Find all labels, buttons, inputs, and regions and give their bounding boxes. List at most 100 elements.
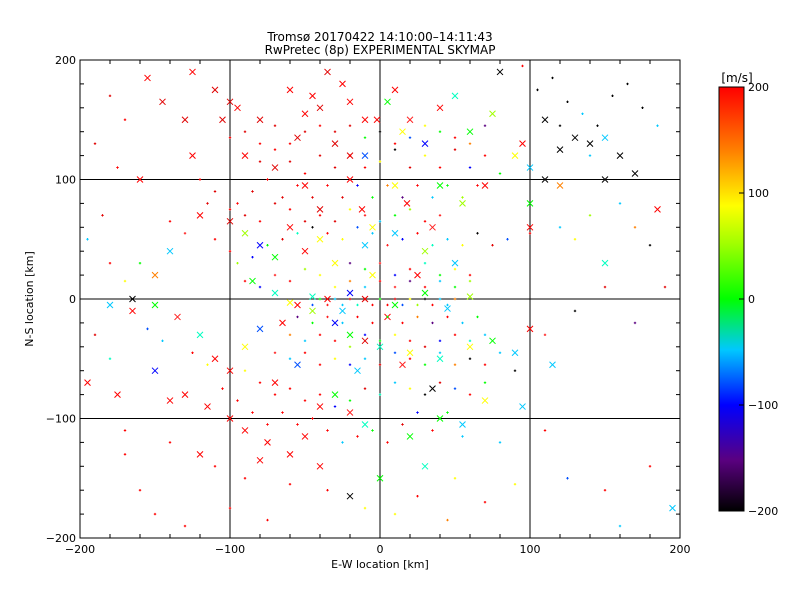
data-point-plus: [311, 196, 314, 199]
data-point-plus: [363, 387, 367, 390]
data-point-plus: [603, 285, 607, 289]
data-point-cross: [601, 176, 609, 183]
data-point-cross: [316, 403, 324, 410]
data-point-plus: [311, 417, 314, 420]
chart-title: Tromsø 20170422 14:10:00–14:11:43: [266, 30, 492, 44]
data-point-plus: [633, 321, 637, 325]
x-tick-label: −100: [215, 543, 245, 556]
data-point-plus: [303, 172, 307, 175]
data-point-plus: [401, 423, 404, 426]
data-point-plus: [438, 130, 442, 133]
data-point-plus: [468, 273, 472, 277]
data-point-plus: [641, 106, 644, 109]
data-point-plus: [656, 124, 659, 127]
data-point-plus: [303, 339, 307, 343]
data-point-cross: [256, 116, 264, 124]
data-point-plus: [663, 285, 667, 289]
data-point-cross: [586, 140, 594, 148]
data-point-plus: [453, 297, 457, 301]
data-point-plus: [416, 232, 419, 235]
data-point-plus: [341, 321, 344, 325]
data-point-plus: [528, 232, 532, 235]
data-point-plus: [363, 285, 367, 289]
data-point-plus: [438, 166, 442, 169]
data-point-plus: [618, 202, 622, 205]
data-point-cross: [286, 450, 294, 458]
data-point-plus: [296, 315, 299, 319]
data-point-plus: [438, 279, 442, 283]
data-point-plus: [423, 154, 427, 157]
data-point-cross: [346, 98, 354, 106]
data-point-cross: [391, 86, 399, 94]
data-point-cross: [241, 427, 249, 434]
data-point-cross: [421, 289, 429, 297]
data-point-plus: [491, 244, 494, 247]
data-point-cross: [526, 200, 534, 207]
data-point-plus: [273, 393, 277, 396]
data-point-plus: [93, 333, 97, 337]
data-point-cross: [459, 421, 466, 428]
data-point-cross: [436, 182, 444, 189]
data-point-cross: [376, 343, 384, 351]
data-point-plus: [416, 494, 419, 498]
data-point-plus: [183, 232, 187, 235]
data-point-cross: [526, 325, 534, 333]
data-point-plus: [573, 238, 577, 241]
data-point-plus: [483, 124, 487, 127]
data-point-plus: [588, 154, 592, 157]
data-point-cross: [496, 68, 504, 76]
x-tick-label: 200: [670, 543, 691, 556]
data-point-plus: [371, 303, 374, 307]
data-point-plus: [476, 184, 479, 187]
data-point-cross: [286, 223, 294, 231]
data-point-cross: [481, 182, 489, 189]
data-point-plus: [183, 524, 187, 528]
data-point-cross: [361, 241, 369, 249]
data-point-cross: [331, 391, 339, 398]
data-point-plus: [318, 363, 322, 366]
data-point-cross: [373, 116, 381, 124]
data-point-plus: [326, 429, 329, 432]
data-point-plus: [453, 285, 457, 289]
data-point-plus: [363, 357, 367, 360]
data-point-cross: [249, 277, 256, 285]
data-points: [84, 64, 676, 528]
data-point-plus: [161, 339, 164, 343]
data-point-plus: [521, 64, 524, 68]
data-point-plus: [341, 238, 344, 241]
data-point-cross: [241, 343, 249, 351]
data-point-plus: [341, 196, 344, 199]
data-point-plus: [281, 411, 284, 414]
data-point-plus: [453, 333, 457, 337]
data-point-plus: [453, 267, 457, 271]
data-point-cross: [294, 361, 301, 369]
data-point-plus: [258, 220, 262, 223]
data-point-plus: [213, 190, 217, 193]
data-point-plus: [498, 441, 502, 444]
data-point-plus: [483, 500, 487, 504]
data-point-plus: [378, 279, 382, 283]
data-point-plus: [468, 393, 472, 396]
data-point-plus: [213, 465, 217, 468]
data-point-cross: [429, 385, 436, 392]
data-point-plus: [356, 184, 359, 187]
colorbar-ticks: 200 100 0 −100 −200: [739, 81, 778, 518]
y-tick-label: 100: [55, 174, 76, 187]
plot-area: [79, 59, 681, 539]
data-point-plus: [438, 381, 442, 384]
data-point-plus: [393, 351, 397, 354]
data-point-plus: [446, 518, 449, 522]
data-point-plus: [378, 130, 382, 133]
data-point-cross: [144, 74, 151, 82]
data-point-plus: [363, 297, 367, 301]
data-point-plus: [416, 184, 419, 187]
data-point-plus: [498, 351, 502, 354]
data-point-cross: [391, 229, 399, 237]
data-point-cross: [489, 337, 496, 345]
data-point-plus: [648, 465, 652, 468]
data-point-plus: [228, 136, 232, 139]
data-point-plus: [423, 261, 427, 265]
data-point-plus: [423, 124, 427, 127]
data-point-plus: [453, 148, 457, 151]
